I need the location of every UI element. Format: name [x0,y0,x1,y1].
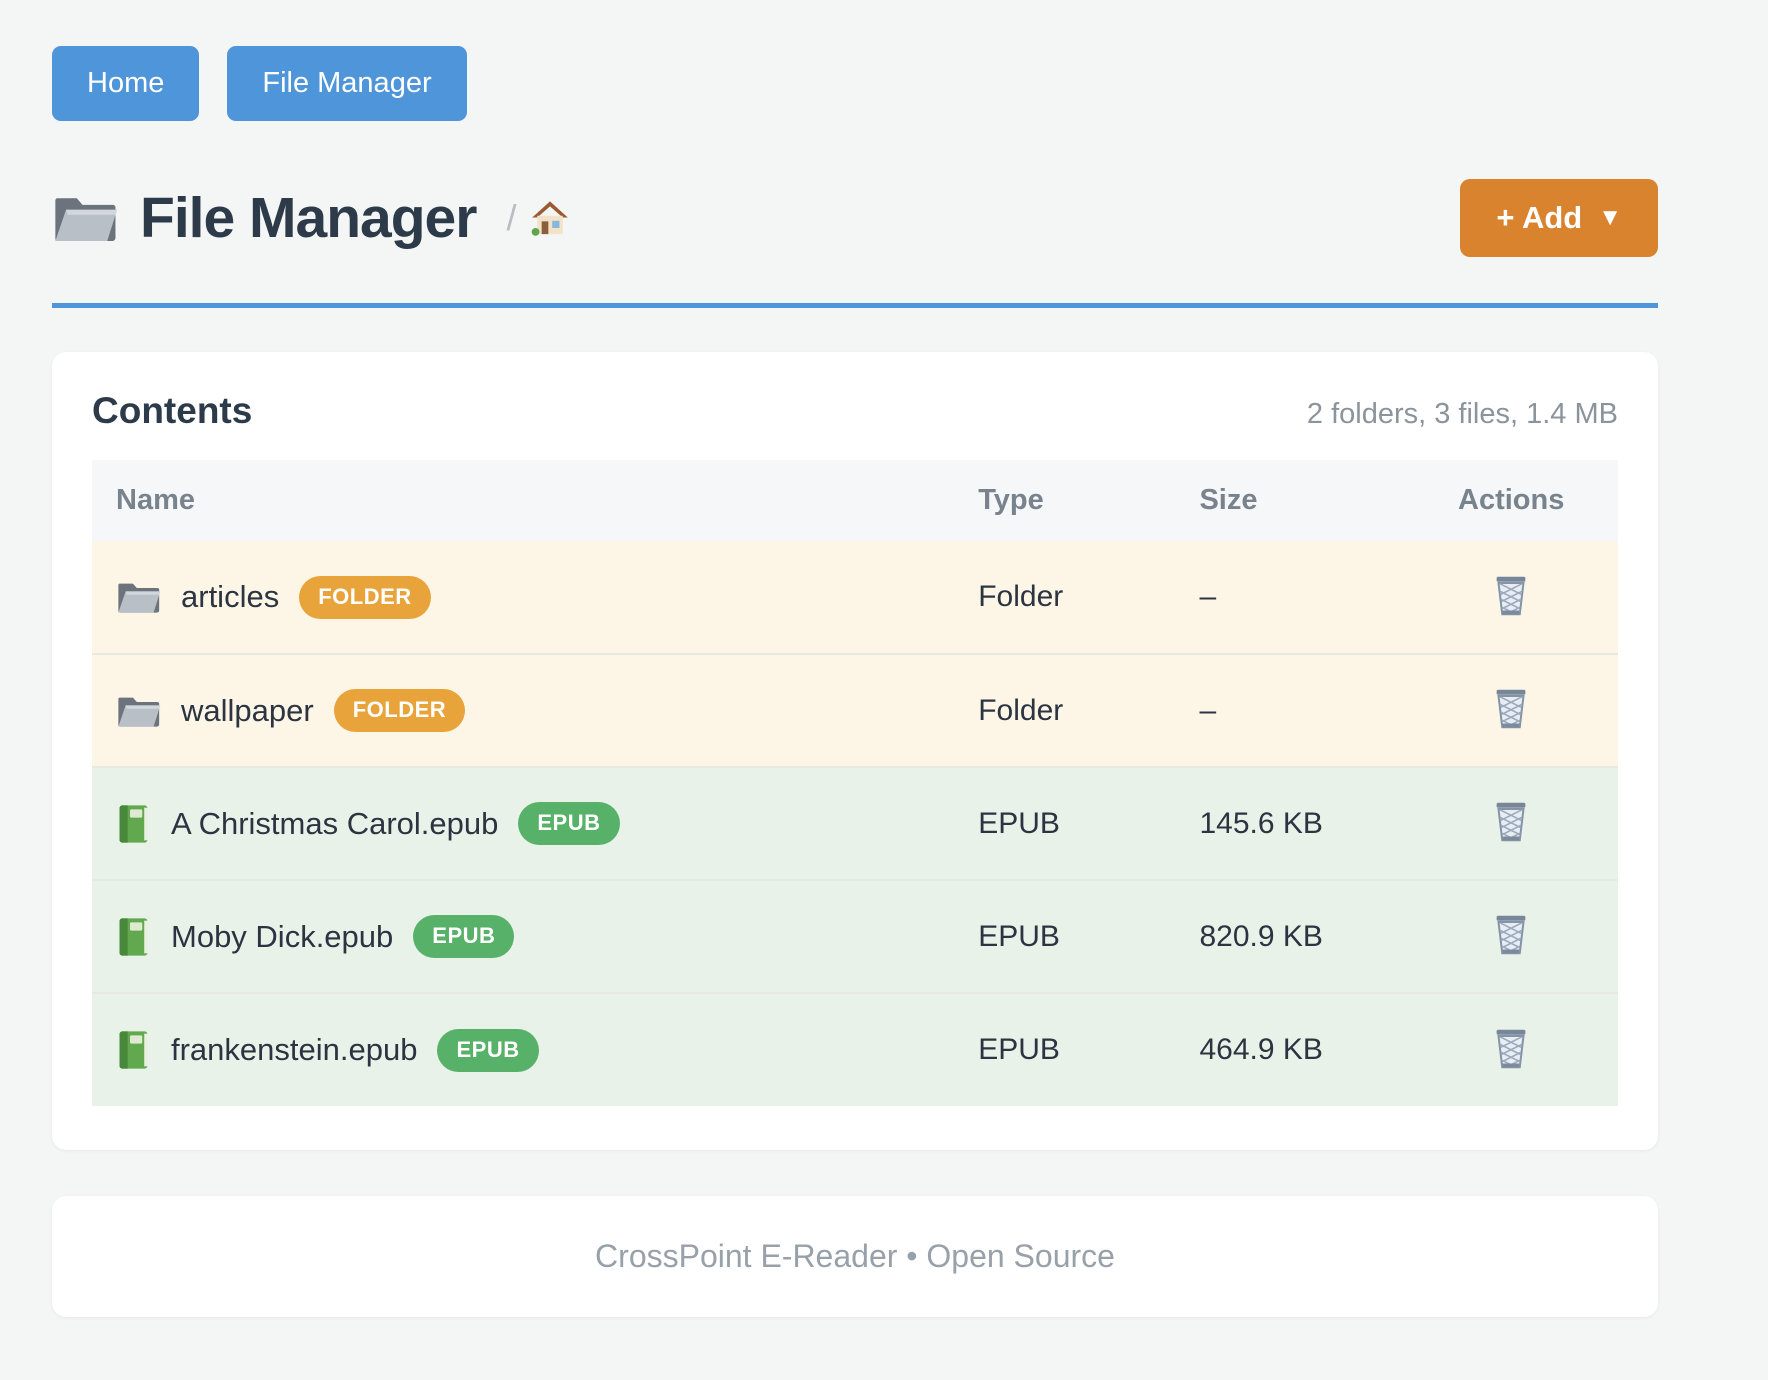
file-name[interactable]: wallpaper [181,692,314,728]
folder-icon [116,692,161,730]
file-type: EPUB [978,1033,1060,1066]
trash-icon [1491,573,1531,618]
footer-text: CrossPoint E-Reader • Open Source [595,1238,1115,1274]
book-icon [116,916,151,958]
caret-down-icon: ▼ [1598,204,1622,231]
table-row[interactable]: A Christmas Carol.epub EPUB EPUB 145.6 K… [92,767,1618,880]
file-name[interactable]: Moby Dick.epub [171,918,394,954]
file-table: Name Type Size Actions articles FOLDER F… [92,460,1618,1106]
file-table-body: articles FOLDER Folder – wallpaper FOLDE… [92,541,1618,1106]
file-size: – [1199,580,1217,613]
column-header-actions: Actions [1404,460,1618,541]
type-badge: EPUB [518,802,620,845]
file-type: EPUB [978,806,1060,840]
folder-icon [116,578,161,616]
add-button[interactable]: + Add ▼ [1460,179,1658,257]
table-header-row: Name Type Size Actions [92,460,1618,541]
table-row[interactable]: articles FOLDER Folder – [92,541,1618,654]
house-icon[interactable] [530,199,570,237]
table-row[interactable]: Moby Dick.epub EPUB EPUB 820.9 KB [92,880,1618,993]
trash-icon [1491,1026,1531,1071]
type-badge: FOLDER [299,575,431,619]
delete-button[interactable] [1487,682,1535,735]
file-type: EPUB [978,919,1060,953]
delete-button[interactable] [1487,1022,1535,1075]
file-name[interactable]: articles [181,579,280,614]
trash-icon [1491,912,1531,957]
type-badge: EPUB [437,1028,539,1072]
file-size: 145.6 KB [1199,806,1323,840]
file-type: Folder [978,580,1064,613]
column-header-name: Name [92,460,955,541]
breadcrumb: / [506,197,570,239]
page-title: File Manager [140,186,477,250]
trash-icon [1491,686,1531,731]
file-type: Folder [978,693,1064,727]
title-divider [52,303,1658,308]
add-button-label: + Add [1496,200,1583,235]
file-manager-button[interactable]: File Manager [227,46,467,121]
breadcrumb-separator: / [506,197,517,238]
file-name[interactable]: frankenstein.epub [171,1032,418,1067]
trash-icon [1491,799,1531,844]
delete-button[interactable] [1487,795,1535,848]
page-header: File Manager / + Add ▼ [52,179,1658,257]
contents-card: Contents 2 folders, 3 files, 1.4 MB Name… [52,352,1658,1150]
delete-button[interactable] [1487,908,1535,961]
home-button[interactable]: Home [52,46,200,121]
file-size: 820.9 KB [1199,919,1323,953]
open-folder-icon [52,190,118,246]
contents-heading: Contents [92,390,253,431]
book-icon [116,803,151,845]
file-size: – [1199,693,1217,727]
table-row[interactable]: frankenstein.epub EPUB EPUB 464.9 KB [92,993,1618,1106]
column-header-type: Type [954,460,1176,541]
book-icon [116,1029,151,1071]
page-container: Home File Manager File Manager / + Add ▼… [52,0,1658,1317]
file-name[interactable]: A Christmas Carol.epub [171,805,499,841]
type-badge: EPUB [413,915,515,958]
column-header-size: Size [1175,460,1405,541]
top-nav: Home File Manager [52,0,1658,121]
file-size: 464.9 KB [1199,1033,1323,1066]
type-badge: FOLDER [333,689,466,732]
contents-summary: 2 folders, 3 files, 1.4 MB [1306,398,1618,430]
footer: CrossPoint E-Reader • Open Source [52,1196,1658,1317]
delete-button[interactable] [1487,569,1535,622]
table-row[interactable]: wallpaper FOLDER Folder – [92,654,1618,767]
